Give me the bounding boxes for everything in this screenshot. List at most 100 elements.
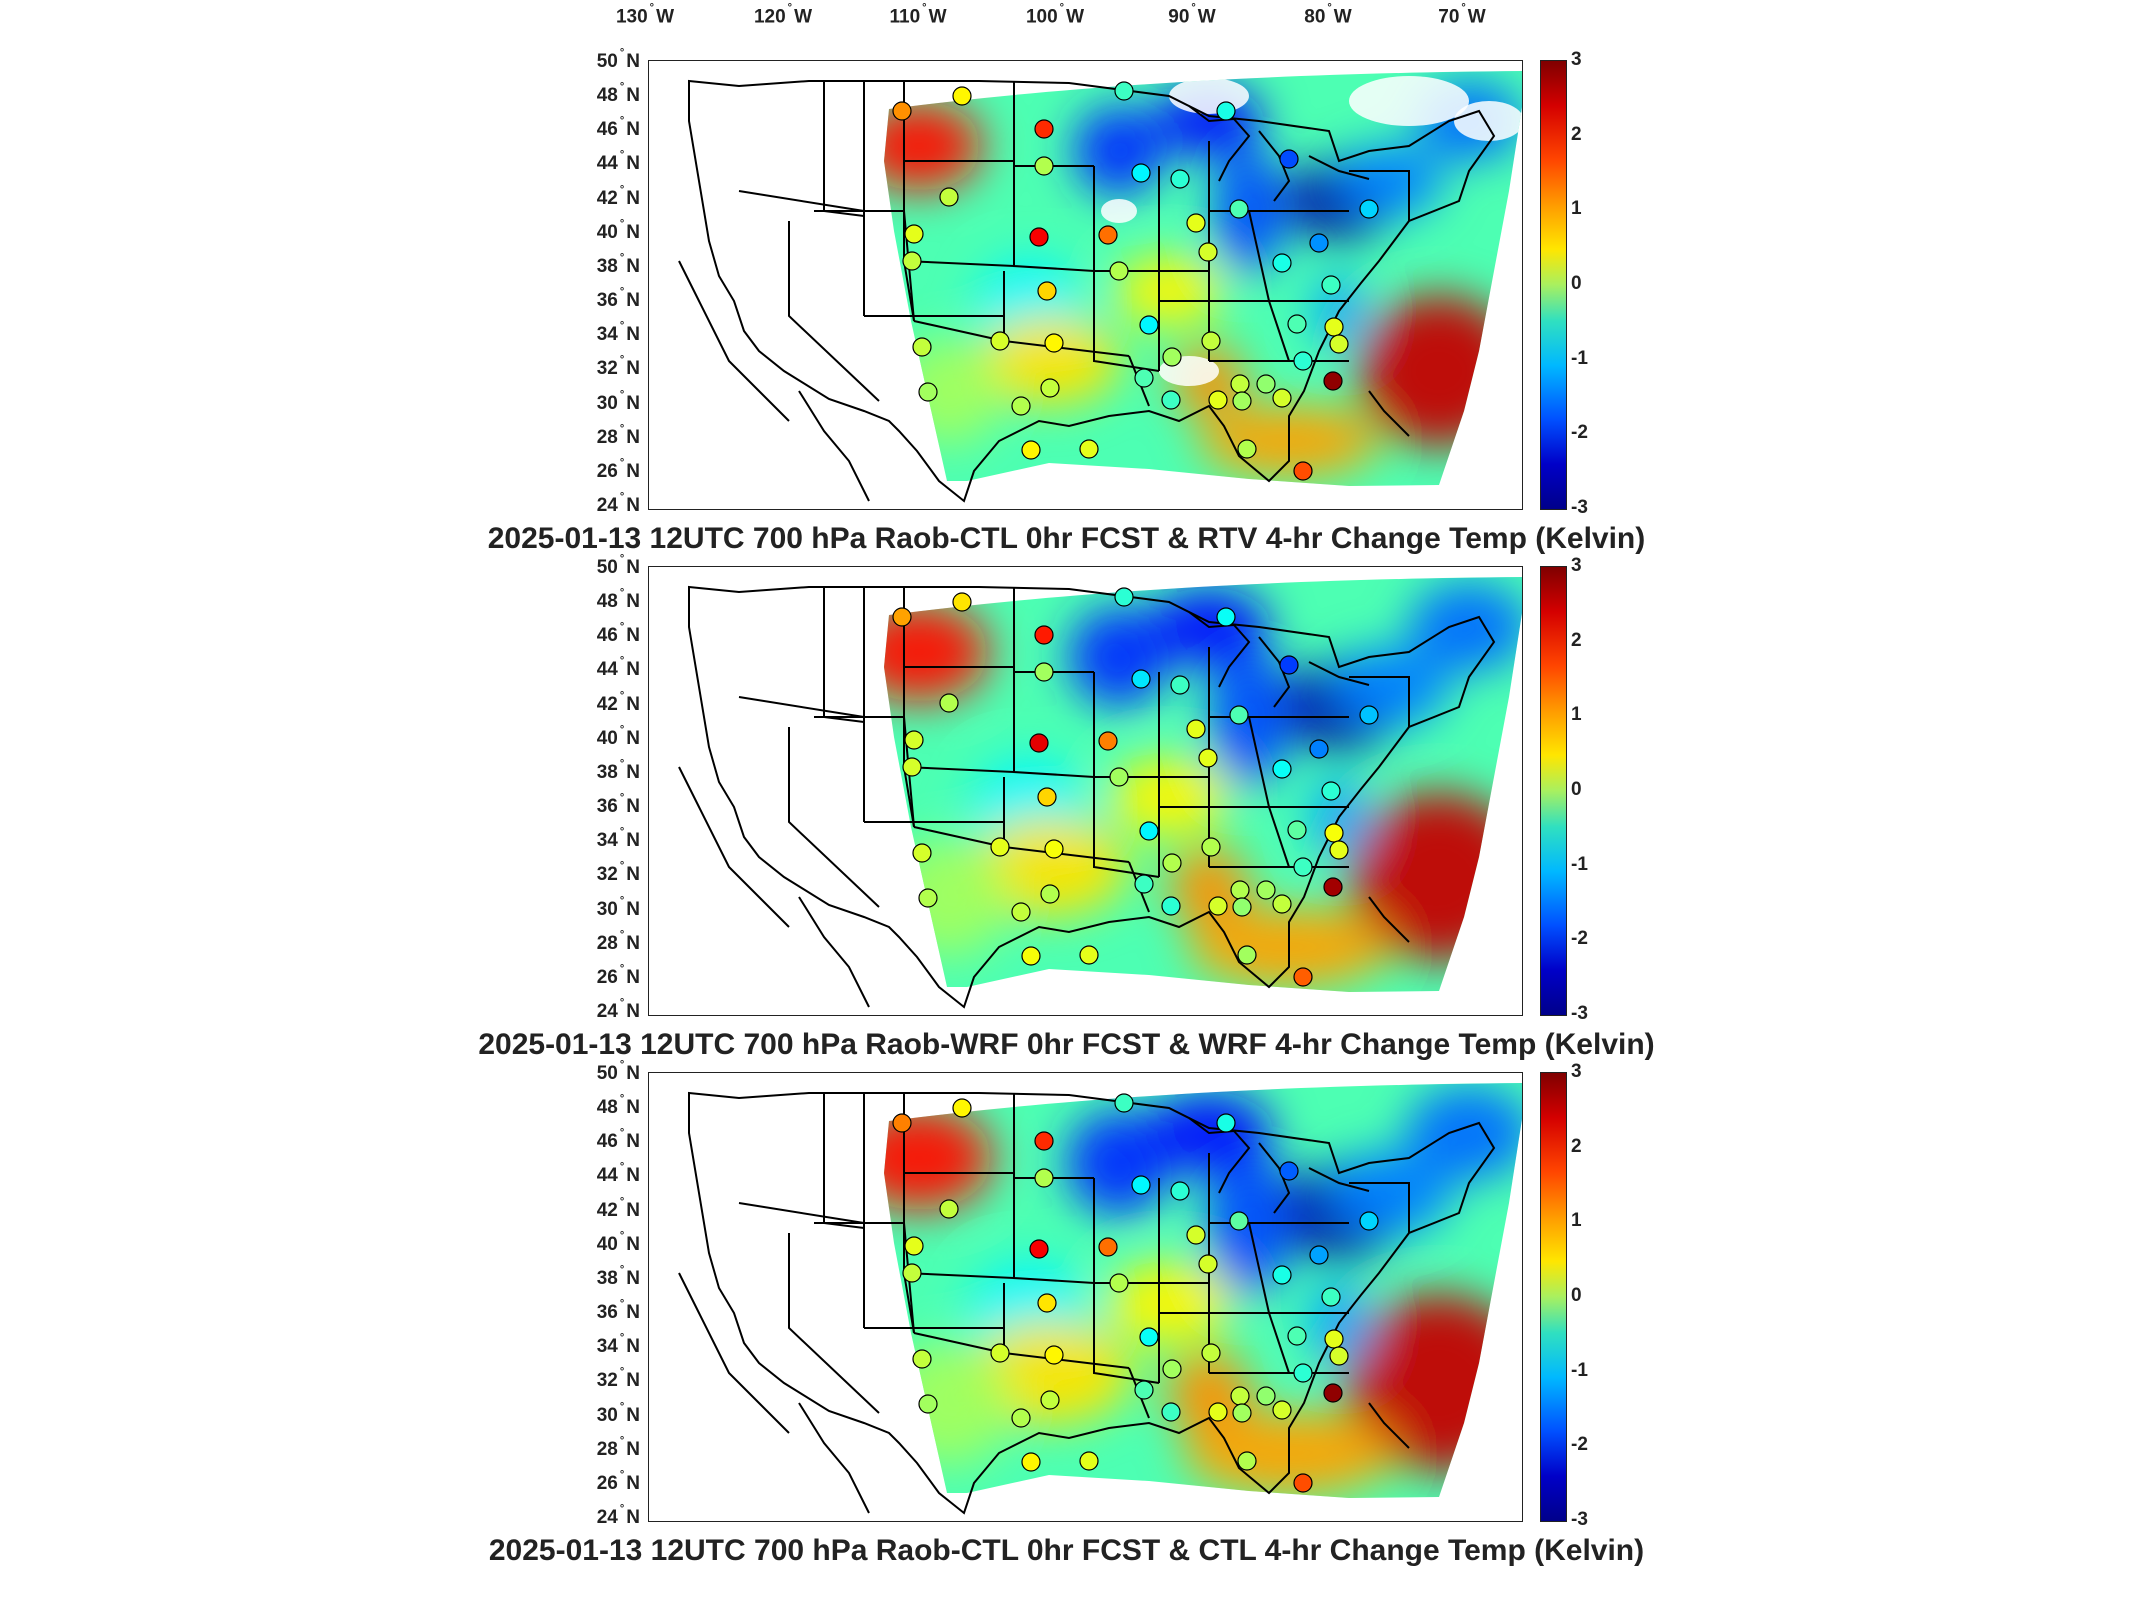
- raob-station-marker: [1279, 655, 1299, 675]
- lon-label: 130 ° W: [615, 2, 675, 28]
- raob-station-marker: [1034, 1168, 1054, 1188]
- raob-station-marker: [892, 607, 912, 627]
- colorbar-tick: 0: [1571, 1285, 1582, 1306]
- boundary-line: [1248, 1222, 1270, 1314]
- boundary-line: [1013, 672, 1095, 778]
- latitude-axis: 50 ° N 48 ° N 46 ° N 44 ° N 42 ° N 40 ° N 38 ° N 36 ° N 34 ° N 32 ° N…: [0, 553, 640, 1026]
- lat-label: 48 ° N: [596, 80, 640, 107]
- raob-station-marker: [1037, 787, 1057, 807]
- lat-label: 34 ° N: [596, 826, 640, 852]
- raob-station-marker: [1034, 1131, 1054, 1151]
- raob-station-marker: [1011, 396, 1031, 416]
- field-anomaly: [1326, 1151, 1452, 1235]
- missing-data-gap: [1101, 199, 1137, 223]
- map-canvas: [678, 71, 1522, 503]
- raob-station-marker: [1229, 199, 1249, 219]
- raob-station-marker: [1321, 781, 1341, 801]
- lat-label: 28 ° N: [596, 1434, 640, 1460]
- boundary-line: [788, 727, 880, 908]
- colorbar-tick: 0: [1571, 273, 1582, 294]
- boundary-line: [823, 81, 865, 217]
- boundary-line: [1093, 166, 1160, 372]
- raob-station-marker: [1131, 1175, 1151, 1195]
- raob-station-marker: [1162, 853, 1182, 873]
- raob-station-marker: [1216, 607, 1236, 627]
- raob-station-marker: [1237, 945, 1257, 965]
- colorbar-tick: 3: [1571, 1061, 1582, 1082]
- boundary-line: [678, 1272, 790, 1434]
- raob-station-marker: [1293, 1363, 1313, 1383]
- map-canvas: [678, 577, 1522, 1009]
- raob-station-marker: [1161, 1402, 1181, 1422]
- colorbar-tick: 3: [1571, 49, 1582, 70]
- lat-label: 40 ° N: [596, 1229, 640, 1255]
- lat-label: 34 ° N: [596, 320, 640, 346]
- raob-station-marker: [1208, 1402, 1228, 1422]
- lat-label: 26 ° N: [596, 962, 640, 989]
- boundary-line: [913, 826, 1005, 848]
- boundary-line: [1013, 1178, 1095, 1284]
- lat-label: 26 ° N: [596, 1468, 640, 1495]
- boundary-line: [1013, 166, 1095, 272]
- raob-station-marker: [939, 187, 959, 207]
- boundary-line: [1248, 210, 1270, 302]
- raob-station-marker: [1208, 390, 1228, 410]
- temperature-change-map: [648, 60, 1523, 510]
- boundary-line: [913, 320, 1005, 342]
- raob-station-marker: [1293, 967, 1313, 987]
- colorbar-tick: 2: [1571, 123, 1582, 145]
- map-panel-3: 50 ° N 48 ° N 46 ° N 44 ° N 42 ° N 40 ° N 38 ° N 36 ° N 34 ° N 32 ° N…: [0, 1059, 2133, 1578]
- raob-station-marker: [1170, 169, 1190, 189]
- field-anomaly: [884, 602, 989, 702]
- raob-station-marker: [1329, 1346, 1349, 1366]
- raob-station-marker: [990, 1343, 1010, 1363]
- raob-station-marker: [1232, 1403, 1252, 1423]
- field-anomaly: [884, 1105, 993, 1211]
- field-anomaly: [1109, 757, 1229, 837]
- raob-station-marker: [1198, 242, 1218, 262]
- raob-station-marker: [1272, 759, 1292, 779]
- lon-label: 110 ° W: [889, 2, 947, 28]
- field-anomaly: [1358, 294, 1520, 448]
- raob-station-marker: [1186, 213, 1206, 233]
- raob-station-marker: [1272, 388, 1292, 408]
- boundary-line: [1308, 1167, 1370, 1192]
- longitude-axis: 130 ° W 120 ° W 110 ° W 100 ° W 90 ° W 80 ° W 70 ° W: [0, 2, 2133, 36]
- boundary-line: [864, 821, 1130, 863]
- colorbar-tick: 3: [1571, 555, 1582, 576]
- boundary-line: [864, 315, 1130, 357]
- raob-station-marker: [912, 1349, 932, 1369]
- raob-station-marker: [1162, 1359, 1182, 1379]
- raob-stations: [892, 587, 1379, 987]
- raob-station-marker: [1139, 1327, 1159, 1347]
- colorbar-tick: -2: [1571, 1434, 1588, 1456]
- boundary-line: [738, 696, 865, 718]
- raob-station-marker: [1321, 275, 1341, 295]
- panel-title: 2025-01-13 12UTC 700 hPa Raob-CTL 0hr FC…: [488, 1534, 1645, 1567]
- map-panel-2: 50 ° N 48 ° N 46 ° N 44 ° N 42 ° N 40 ° N 38 ° N 36 ° N 34 ° N 32 ° N…: [0, 553, 2133, 1072]
- raob-station-marker: [1186, 719, 1206, 739]
- boundary-line: [788, 221, 880, 402]
- lat-label: 34 ° N: [596, 1332, 640, 1358]
- lat-label: 48 ° N: [596, 1092, 640, 1119]
- lat-label: 46 ° N: [596, 1127, 640, 1153]
- temperature-change-map: [648, 1072, 1523, 1522]
- missing-data-gap: [1454, 101, 1522, 141]
- lat-label: 36 ° N: [596, 285, 640, 312]
- latitude-axis: 50 ° N 48 ° N 46 ° N 44 ° N 42 ° N 40 ° N 38 ° N 36 ° N 34 ° N 32 ° N…: [0, 47, 640, 520]
- boundary-line: [1268, 1312, 1290, 1374]
- raob-station-marker: [1293, 461, 1313, 481]
- colorbar: [1540, 566, 1567, 1016]
- country-outline: [688, 585, 1496, 1009]
- colorbar-tick: -3: [1571, 1509, 1588, 1530]
- lat-label: 36 ° N: [596, 1297, 640, 1324]
- colorbar-tick: -3: [1571, 1003, 1588, 1024]
- raob-station-marker: [1293, 351, 1313, 371]
- raob-station-marker: [1359, 199, 1379, 219]
- raob-station-marker: [1323, 1383, 1343, 1403]
- raob-station-marker: [1201, 331, 1221, 351]
- raob-station-marker: [1034, 119, 1054, 139]
- colorbar-tick: -3: [1571, 497, 1588, 518]
- raob-station-marker: [1232, 391, 1252, 411]
- lon-label: 100 ° W: [1025, 2, 1085, 28]
